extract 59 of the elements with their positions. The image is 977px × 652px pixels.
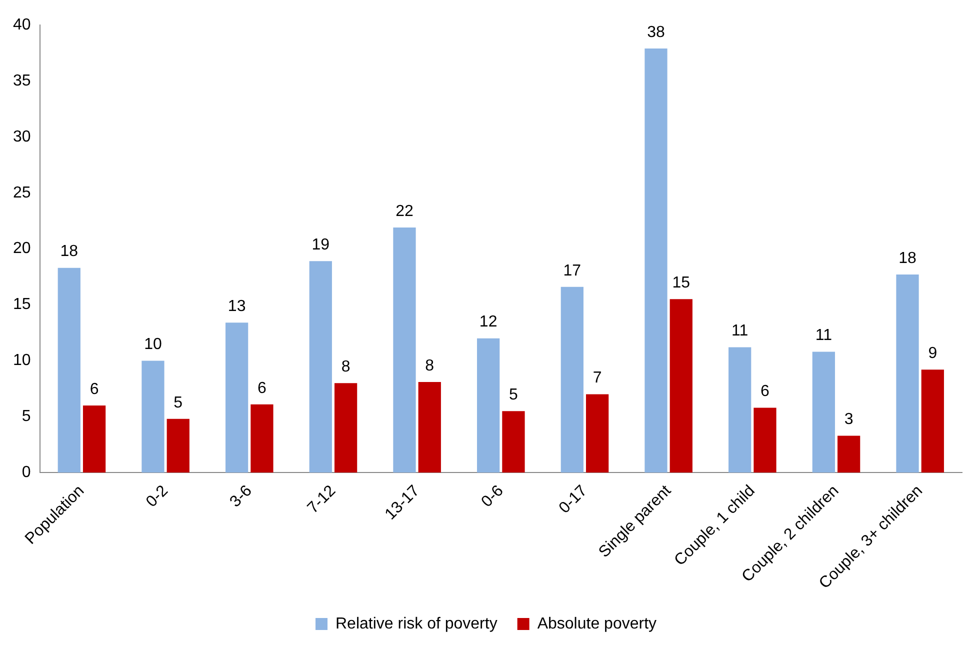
y-tick-label: 35 xyxy=(13,72,31,90)
bar xyxy=(477,338,500,473)
x-tick-label: 7-12 xyxy=(304,482,340,518)
y-tick-label: 15 xyxy=(13,296,31,314)
data-label: 6 xyxy=(258,380,267,397)
bar xyxy=(250,404,274,473)
bar xyxy=(586,394,609,473)
data-label: 9 xyxy=(928,345,938,362)
bar xyxy=(393,228,416,473)
bar xyxy=(812,352,835,473)
data-label: 10 xyxy=(144,336,162,354)
bar xyxy=(142,360,164,473)
bar xyxy=(418,382,441,473)
data-label: 8 xyxy=(341,358,350,376)
bar xyxy=(896,274,919,473)
data-label: 8 xyxy=(425,357,434,374)
data-label: 5 xyxy=(174,394,183,412)
data-label: 38 xyxy=(647,24,665,41)
y-tick-label: 5 xyxy=(22,408,31,426)
bar xyxy=(502,411,525,473)
bar xyxy=(728,347,752,473)
data-label: 12 xyxy=(479,314,498,331)
data-label: 19 xyxy=(312,236,330,254)
data-label: 18 xyxy=(898,250,917,267)
data-label: 22 xyxy=(396,202,414,220)
data-label: 17 xyxy=(563,262,582,280)
data-label: 3 xyxy=(844,411,854,428)
data-label: 15 xyxy=(672,274,690,292)
bar xyxy=(82,405,106,473)
data-label: 7 xyxy=(592,370,602,387)
data-label: 6 xyxy=(760,383,770,400)
y-tick-label: 40 xyxy=(13,16,31,34)
x-tick-label: 3-6 xyxy=(226,482,256,511)
bar xyxy=(644,48,668,473)
y-tick-label: 30 xyxy=(13,128,31,146)
legend-label: Absolute poverty xyxy=(537,615,657,632)
data-label: 13 xyxy=(228,298,246,316)
data-label: 6 xyxy=(90,380,99,398)
bar xyxy=(58,268,80,473)
bar xyxy=(334,383,358,473)
y-tick-label: 25 xyxy=(13,184,31,202)
bar xyxy=(921,370,944,473)
data-label: 11 xyxy=(815,327,832,344)
data-label: 18 xyxy=(60,243,78,260)
y-tick-label: 0 xyxy=(22,464,31,482)
bar xyxy=(309,261,332,473)
x-tick-label: 0-2 xyxy=(143,482,172,511)
y-tick-label: 10 xyxy=(13,352,31,370)
y-tick-label: 20 xyxy=(13,240,31,258)
bar xyxy=(670,299,692,473)
x-tick-label: 0-6 xyxy=(478,482,507,511)
bar xyxy=(225,322,248,473)
bar xyxy=(754,408,776,473)
legend-label: Relative risk of poverty xyxy=(335,615,498,632)
bar xyxy=(838,436,860,473)
data-label: 11 xyxy=(732,322,748,340)
bar xyxy=(166,418,190,473)
data-label: 5 xyxy=(509,386,518,404)
bar xyxy=(560,286,584,473)
